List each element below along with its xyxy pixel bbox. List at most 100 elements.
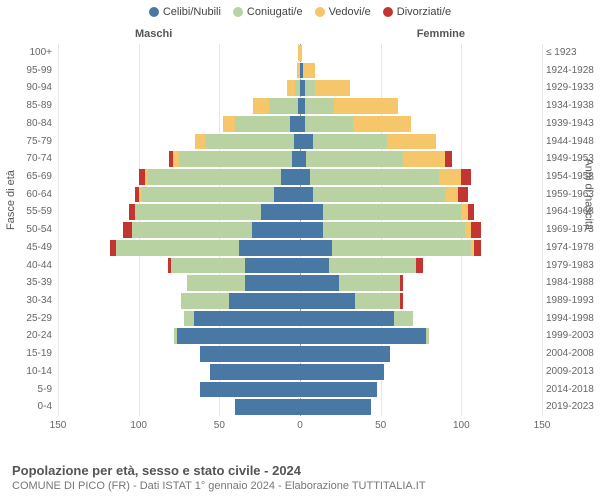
bar-female [300, 151, 452, 167]
age-row: 40-441979-1983 [58, 257, 542, 275]
bar-segment [135, 204, 261, 220]
legend-swatch [315, 7, 325, 17]
age-row: 70-741949-1953 [58, 150, 542, 168]
x-tick-label: 150 [50, 420, 67, 431]
bar-segment [235, 399, 300, 415]
bar-female [300, 293, 403, 309]
bar-female [300, 399, 371, 415]
bar-segment [148, 169, 280, 185]
age-row: 30-341989-1993 [58, 292, 542, 310]
bar-segment [274, 187, 300, 203]
bar-male [181, 293, 300, 309]
bar-female [300, 222, 481, 238]
age-label: 20-24 [8, 327, 52, 345]
bar-segment [187, 275, 245, 291]
age-label: 100+ [8, 44, 52, 62]
bar-segment [305, 98, 334, 114]
age-label: 35-39 [8, 274, 52, 292]
bar-female [300, 311, 413, 327]
bar-segment [300, 45, 302, 61]
age-row: 35-391984-1988 [58, 274, 542, 292]
bar-segment [184, 311, 194, 327]
birth-year-label: 1954-1958 [546, 168, 600, 186]
bar-segment [313, 134, 387, 150]
age-row: 95-991924-1928 [58, 62, 542, 80]
age-row: 90-941929-1933 [58, 79, 542, 97]
age-row: 5-92014-2018 [58, 381, 542, 399]
age-label: 70-74 [8, 150, 52, 168]
bar-segment [245, 275, 300, 291]
x-tick-label: 0 [297, 420, 303, 431]
bar-segment [290, 116, 300, 132]
bar-male [169, 151, 300, 167]
bar-male [129, 204, 300, 220]
bar-segment [426, 328, 429, 344]
x-tick-label: 100 [453, 420, 470, 431]
bar-male [200, 346, 300, 362]
legend-swatch [233, 7, 243, 17]
birth-year-label: 1944-1948 [546, 133, 600, 151]
bar-segment [269, 98, 298, 114]
bar-female [300, 204, 474, 220]
bar-segment [300, 293, 355, 309]
birth-year-label: 1949-1953 [546, 150, 600, 168]
age-row: 80-841939-1943 [58, 115, 542, 133]
bar-segment [332, 240, 471, 256]
age-row: 60-641959-1963 [58, 186, 542, 204]
age-label: 5-9 [8, 381, 52, 399]
legend-item: Coniugati/e [233, 6, 303, 18]
bar-segment [205, 134, 294, 150]
bar-segment [468, 204, 474, 220]
bar-female [300, 382, 377, 398]
bar-segment [253, 98, 269, 114]
bar-male [287, 80, 300, 96]
birth-year-label: 1999-2003 [546, 327, 600, 345]
bar-segment [315, 80, 350, 96]
bar-segment [394, 311, 413, 327]
bar-segment [300, 222, 323, 238]
birth-year-label: 1969-1973 [546, 221, 600, 239]
bar-segment [300, 364, 384, 380]
x-tick-label: 100 [130, 420, 147, 431]
legend-swatch [383, 7, 393, 17]
bar-segment [461, 169, 471, 185]
birth-year-label: 1994-1998 [546, 310, 600, 328]
age-row: 10-142009-2013 [58, 363, 542, 381]
birth-year-label: 2009-2013 [546, 363, 600, 381]
bar-segment [339, 275, 400, 291]
birth-year-label: 1989-1993 [546, 292, 600, 310]
bar-segment [323, 222, 465, 238]
bar-segment [239, 240, 300, 256]
bar-segment [300, 275, 339, 291]
age-label: 80-84 [8, 115, 52, 133]
bar-segment [195, 134, 205, 150]
bar-female [300, 240, 481, 256]
bar-segment [300, 258, 329, 274]
birth-year-label: 1939-1943 [546, 115, 600, 133]
age-row: 15-192004-2008 [58, 345, 542, 363]
bar-male [184, 311, 300, 327]
bar-segment [305, 116, 353, 132]
bar-segment [171, 258, 245, 274]
age-label: 60-64 [8, 186, 52, 204]
age-row: 25-291994-1998 [58, 310, 542, 328]
x-tick-label: 50 [214, 420, 225, 431]
bar-segment [474, 240, 480, 256]
bar-male [200, 382, 300, 398]
bar-segment [116, 240, 239, 256]
age-row: 55-591964-1968 [58, 203, 542, 221]
bar-male [210, 364, 300, 380]
side-label-male: Maschi [135, 28, 172, 40]
bar-segment [300, 187, 313, 203]
bar-female [300, 80, 350, 96]
age-label: 75-79 [8, 133, 52, 151]
chart-title: Popolazione per età, sesso e stato civil… [12, 463, 426, 478]
bar-segment [200, 346, 300, 362]
age-label: 15-19 [8, 345, 52, 363]
age-row: 100+≤ 1923 [58, 44, 542, 62]
bar-segment [300, 328, 426, 344]
chart-footer: Popolazione per età, sesso e stato civil… [12, 463, 426, 492]
bar-segment [334, 98, 399, 114]
age-label: 10-14 [8, 363, 52, 381]
x-axis: 15010050050100150 [58, 418, 542, 438]
